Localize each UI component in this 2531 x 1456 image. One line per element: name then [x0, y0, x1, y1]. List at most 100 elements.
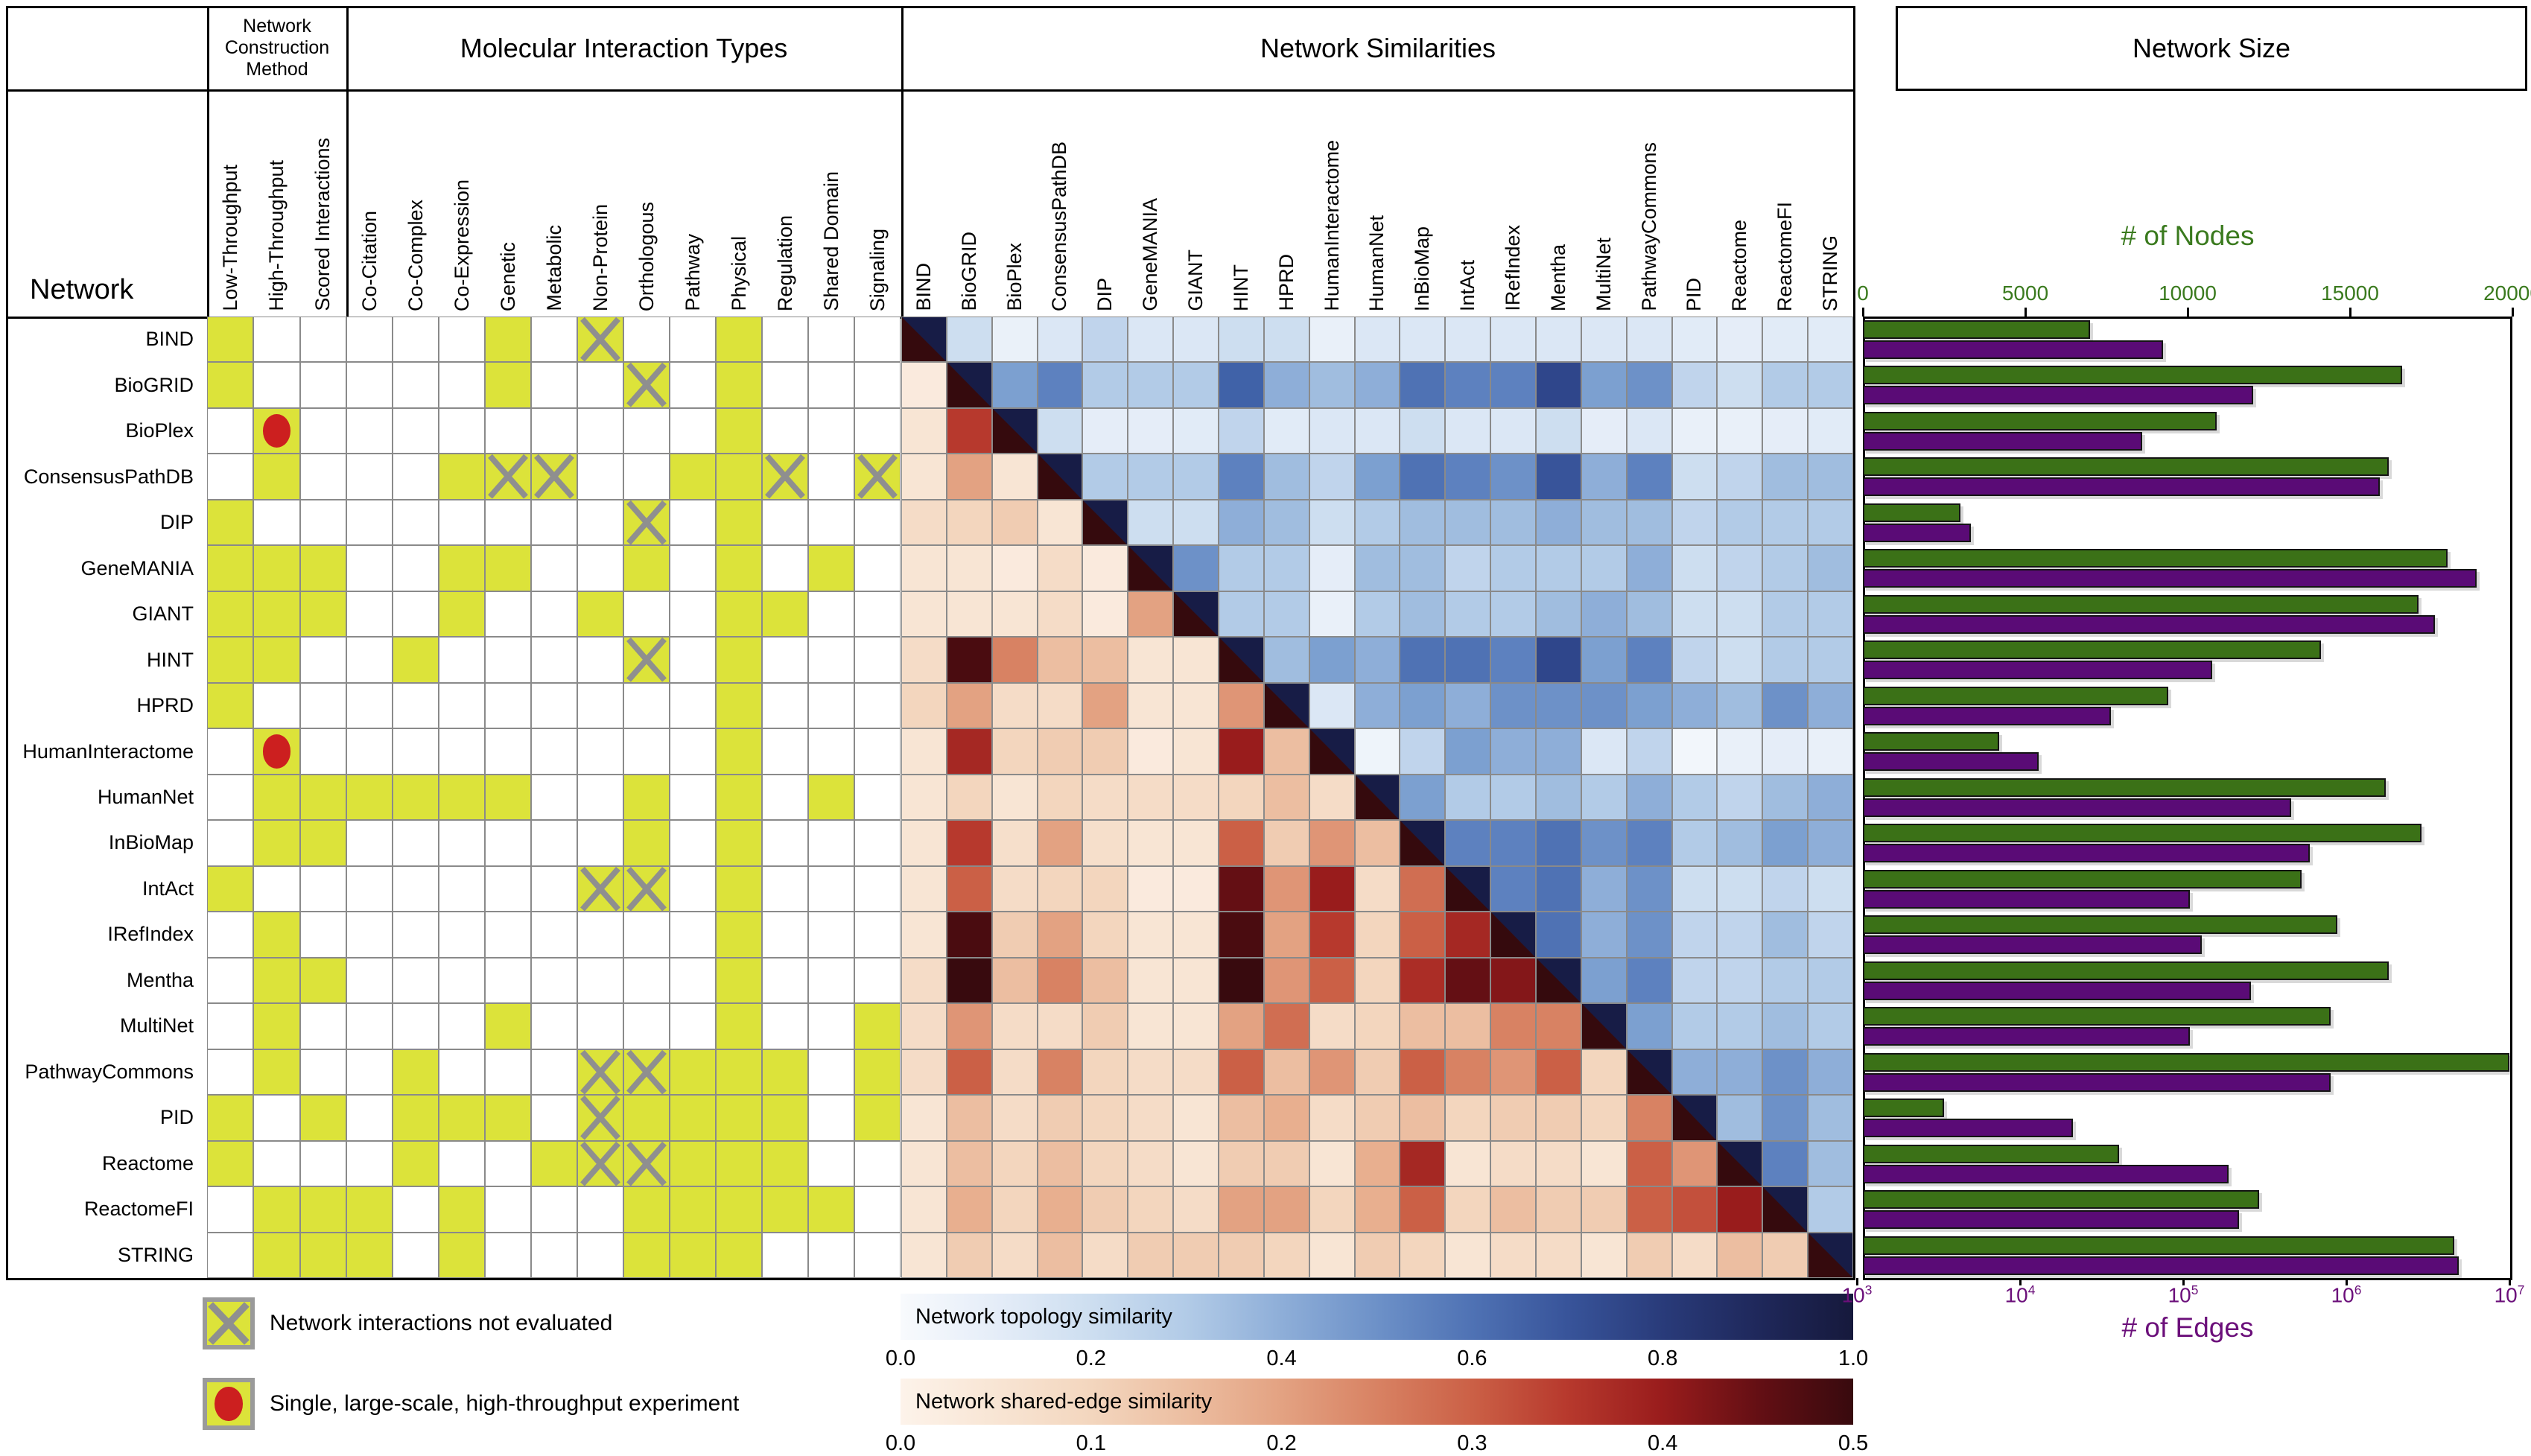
col-label-regulation: Regulation — [762, 98, 808, 311]
heatmap-cell — [1263, 865, 1309, 912]
heatmap-cell — [1263, 591, 1309, 638]
similarity-col-label-bind-text: BIND — [912, 263, 935, 311]
edges-bar-pathwaycommons — [1863, 1072, 2331, 1092]
heatmap-cell — [1082, 1232, 1128, 1278]
matrix-cell — [808, 591, 854, 638]
matrix-cell — [531, 637, 577, 683]
matrix-cell — [670, 728, 716, 775]
nodes-bar-bioplex — [1863, 411, 2217, 430]
matrix-cell — [439, 957, 485, 1004]
not-evaluated-legend-icon — [203, 1297, 255, 1349]
matrix-cell — [670, 774, 716, 821]
heatmap-cell — [1671, 591, 1718, 638]
matrix-cell — [670, 865, 716, 912]
row-label-multinet: MultiNet — [119, 1014, 194, 1037]
matrix-cell — [531, 682, 577, 729]
matrix-cell — [485, 317, 531, 363]
col-label-non-protein-text: Non-Protein — [588, 203, 612, 311]
heatmap-cell — [1626, 912, 1672, 958]
matrix-cell — [670, 1140, 716, 1187]
heatmap-cell — [1309, 1003, 1355, 1049]
matrix-cell — [854, 1186, 901, 1233]
heatmap-cell — [946, 912, 992, 958]
heatmap-diagonal-cell — [1173, 591, 1219, 638]
heatmap-cell — [1128, 317, 1174, 363]
matrix-cell — [253, 682, 300, 729]
nodes-bar-inbiomap — [1863, 824, 2422, 843]
heatmap-cell — [1037, 362, 1083, 408]
heatmap-cell — [901, 637, 947, 683]
heatmap-cell — [1219, 912, 1264, 958]
heatmap-cell — [1400, 912, 1446, 958]
matrix-cell — [531, 728, 577, 775]
matrix-cell — [299, 957, 346, 1004]
heatmap-cell — [1037, 912, 1083, 958]
heatmap-cell — [1536, 454, 1581, 500]
heatmap-cell — [1626, 1140, 1672, 1187]
heatmap-cell — [1581, 728, 1627, 775]
matrix-cell — [207, 407, 254, 454]
matrix-cell — [393, 317, 439, 363]
heatmap-cell — [1263, 499, 1309, 546]
matrix-cell — [253, 1186, 300, 1233]
heatmap-cell — [1581, 1049, 1627, 1096]
similarity-col-label-intact-text: IntAct — [1456, 259, 1479, 311]
heatmap-cell — [1082, 454, 1128, 500]
heatmap-diagonal-cell — [1400, 820, 1446, 866]
x-icon — [208, 1302, 250, 1345]
col-label-scored-interactions: Scored Interactions — [300, 98, 346, 311]
edges-axis-title: # of Edges — [2121, 1312, 2254, 1343]
heatmap-cell — [1808, 1095, 1853, 1141]
matrix-cell — [577, 1049, 623, 1096]
matrix-cell — [531, 957, 577, 1004]
heatmap-cell — [1309, 407, 1355, 454]
heatmap-cell — [1128, 1232, 1174, 1278]
heatmap-cell — [1717, 454, 1763, 500]
heatmap-cell — [1037, 865, 1083, 912]
heatmap-cell — [1037, 957, 1083, 1004]
matrix-cell — [854, 1140, 901, 1187]
heatmap-cell — [1354, 637, 1400, 683]
red-circle-icon — [262, 414, 291, 448]
heatmap-cell — [1219, 591, 1264, 638]
matrix-cell — [485, 454, 531, 500]
heatmap-cell — [1037, 1186, 1083, 1233]
heatmap-cell — [1581, 407, 1627, 454]
heatmap-cell — [946, 454, 992, 500]
heatmap-cell — [1536, 912, 1581, 958]
edges-axis-tick — [1856, 1278, 1858, 1285]
heatmap-cell — [1219, 820, 1264, 866]
similarity-col-label-pathwaycommons-text: PathwayCommons — [1637, 142, 1660, 311]
heatmap-cell — [991, 1095, 1038, 1141]
nodes-bar-reactome — [1863, 1144, 2120, 1163]
nodes-bar-giant — [1863, 594, 2419, 614]
heatmap-cell — [1808, 637, 1853, 683]
matrix-cell — [808, 1140, 854, 1187]
heatmap-cell — [1808, 454, 1853, 500]
heatmap-cell — [1173, 957, 1219, 1004]
similarity-col-label-multinet-text: MultiNet — [1592, 237, 1615, 311]
nodes-axis-tick-label: 0 — [1857, 282, 1869, 305]
col-label-co-expression: Co-Expression — [439, 98, 485, 311]
row-label-inbiomap: InBioMap — [108, 831, 194, 854]
matrix-cell — [346, 1186, 393, 1233]
matrix-cell — [393, 637, 439, 683]
matrix-cell — [207, 362, 254, 408]
matrix-cell — [439, 728, 485, 775]
matrix-cell — [207, 728, 254, 775]
matrix-cell — [439, 317, 485, 363]
heatmap-cell — [1808, 820, 1853, 866]
heatmap-cell — [1490, 1003, 1536, 1049]
matrix-cell — [439, 1095, 485, 1141]
matrix-cell — [808, 912, 854, 958]
heatmap-cell — [1717, 637, 1763, 683]
heatmap-cell — [1808, 865, 1853, 912]
matrix-cell — [393, 454, 439, 500]
shared-edge-colorbar-tick: 0.3 — [1457, 1431, 1487, 1455]
similarity-col-label-hint: HINT — [1219, 98, 1264, 311]
matrix-cell — [346, 637, 393, 683]
single-experiment-legend-icon — [203, 1378, 255, 1430]
heatmap-cell — [1626, 1095, 1672, 1141]
matrix-cell — [716, 317, 762, 363]
matrix-cell — [531, 1095, 577, 1141]
